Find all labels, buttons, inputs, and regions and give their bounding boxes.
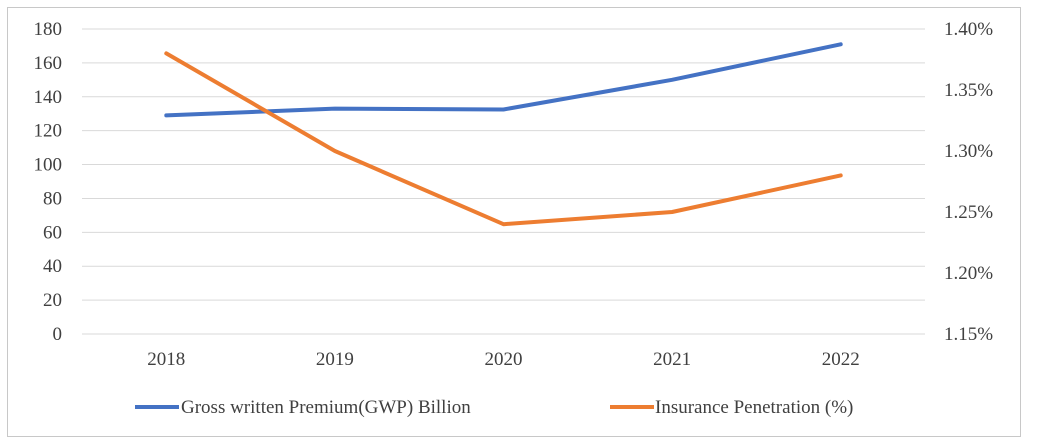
left-tick-label: 120 [34,121,63,142]
left-tick-label: 140 [34,87,63,108]
x-tick-label: 2022 [822,349,860,370]
left-tick-label: 180 [34,19,63,40]
right-tick-label: 1.30% [944,141,993,162]
left-tick-label: 0 [53,324,63,345]
right-tick-label: 1.35% [944,80,993,101]
right-tick-label: 1.40% [944,19,993,40]
x-tick-label: 2020 [485,349,523,370]
right-tick-label: 1.25% [944,202,993,223]
series-lines [164,42,843,227]
legend: Gross written Premium(GWP) Billion Insura… [135,397,853,418]
left-tick-label: 100 [34,155,63,176]
left-tick-label: 160 [34,53,63,74]
legend-label: Gross written Premium(GWP) Billion [181,397,471,418]
x-tick-label: 2019 [316,349,354,370]
legend-label: Insurance Penetration (%) [655,397,853,418]
left-tick-label: 60 [43,222,62,243]
right-tick-label: 1.15% [944,324,993,345]
x-tick-label: 2018 [147,349,185,370]
gridlines [82,28,925,335]
left-tick-label: 80 [43,188,62,209]
right-tick-label: 1.20% [944,263,993,284]
right-axis-ticks: 1.15% 1.20% 1.25% 1.30% 1.35% 1.40% [944,19,993,345]
x-axis-ticks: 2018 2019 2020 2021 2022 [147,349,859,370]
x-tick-label: 2021 [653,349,691,370]
left-axis-ticks: 0 20 40 60 80 100 120 140 160 180 [34,19,63,345]
left-tick-label: 40 [43,256,62,277]
left-tick-label: 20 [43,290,62,311]
series-line-1 [164,42,843,118]
